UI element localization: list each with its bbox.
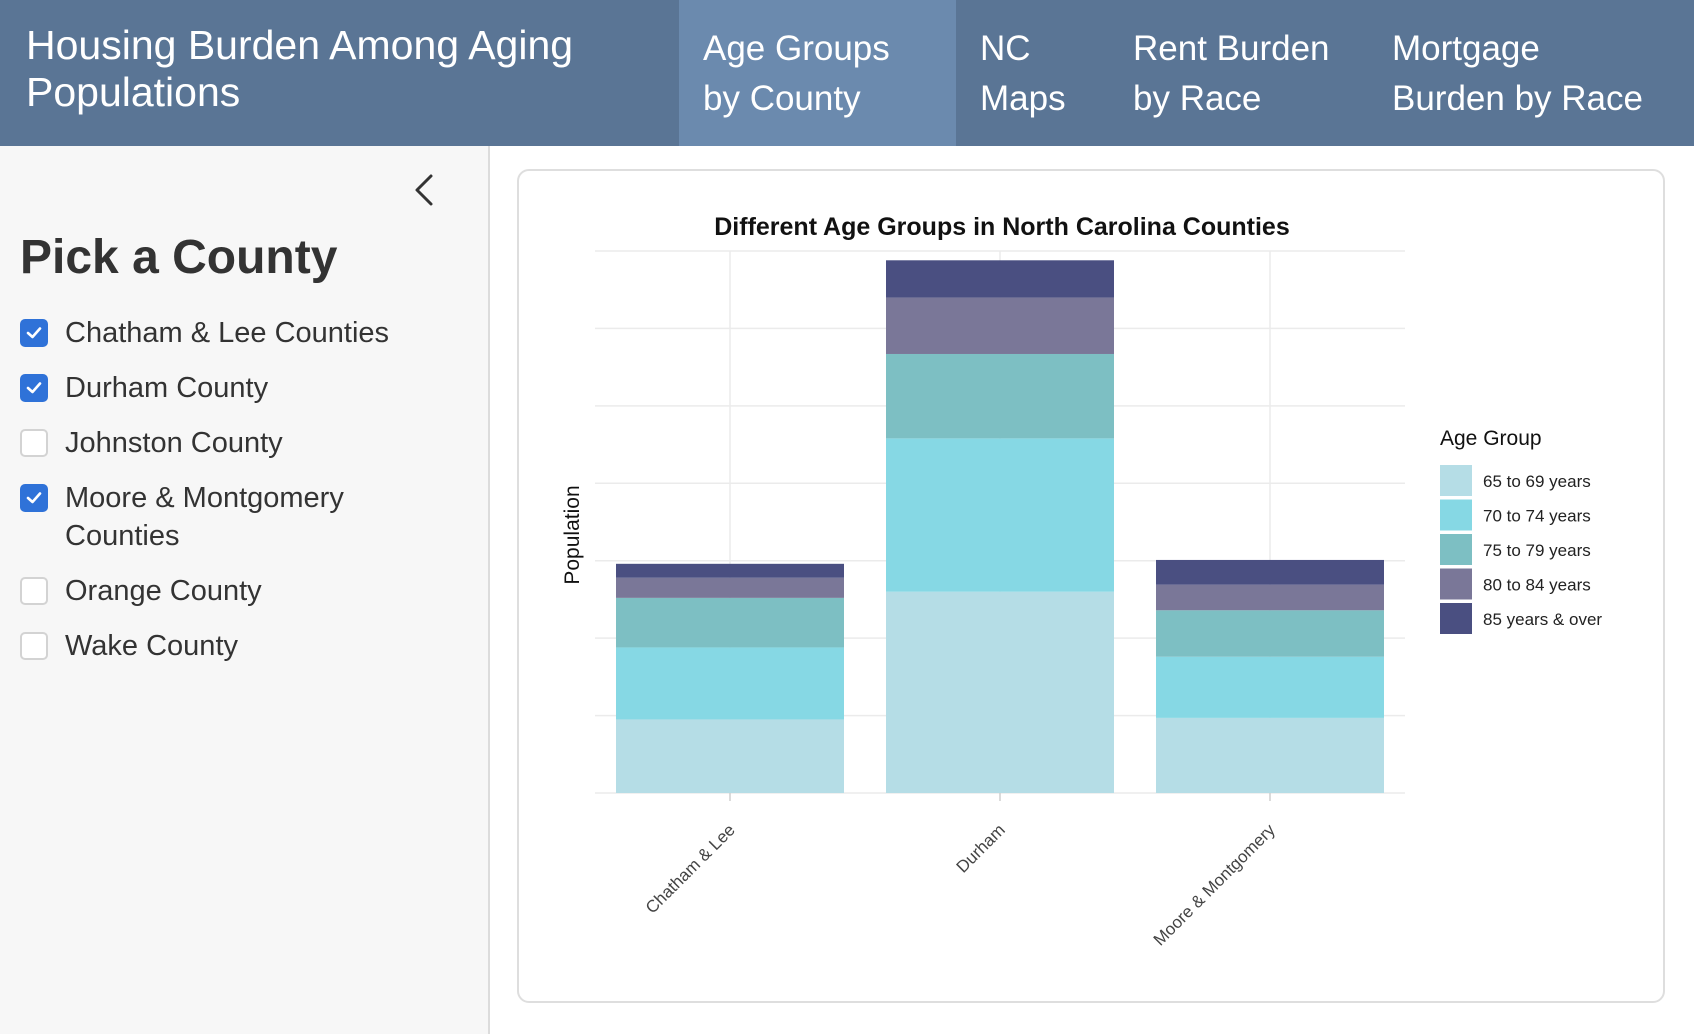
check-icon (26, 327, 42, 339)
county-option-chatham-lee[interactable]: Chatham & Lee Counties (20, 314, 460, 352)
checkbox[interactable] (20, 429, 48, 457)
county-option-johnston[interactable]: Johnston County (20, 424, 460, 462)
county-checkbox-group: Chatham & Lee Counties Durham County Joh… (20, 314, 460, 682)
county-option-label: Johnston County (65, 427, 283, 459)
bar-segment[interactable] (616, 577, 844, 598)
app-title: Housing Burden Among Aging Populations (26, 22, 574, 115)
x-tick-label: Durham (953, 820, 1009, 876)
x-tick-label: Moore & Montgomery (1150, 820, 1279, 949)
bar-segment[interactable] (616, 563, 844, 578)
stacked-bar-chart: Different Age Groups in North Carolina C… (561, 213, 1602, 949)
legend-label: 70 to 74 years (1483, 507, 1591, 526)
county-option-label: Durham County (65, 372, 269, 404)
county-option-label: Wake County (65, 630, 238, 662)
county-option-label: Chatham & Lee Counties (65, 317, 390, 349)
bar-segment[interactable] (886, 591, 1114, 793)
legend-label: 80 to 84 years (1483, 576, 1591, 595)
legend-swatch (1440, 603, 1472, 634)
bar-segment[interactable] (886, 297, 1114, 354)
check-icon (26, 492, 42, 504)
bar-segment[interactable] (1156, 656, 1384, 718)
legend-swatch (1440, 465, 1472, 496)
navbar: Housing Burden Among Aging Populations A… (0, 0, 1694, 146)
tab-age-groups-by-county[interactable]: Age Groups by County (679, 0, 956, 146)
bar-segment[interactable] (1156, 584, 1384, 611)
county-option-durham[interactable]: Durham County (20, 369, 460, 407)
sidebar: Pick a County Chatham & Lee Counties Dur… (0, 146, 490, 1034)
chart-legend: Age Group 65 to 69 years 70 to 74 years 75… (1440, 427, 1602, 634)
bar-segment[interactable] (616, 647, 844, 720)
legend-label: 65 to 69 years (1483, 472, 1591, 491)
tab-rent-burden-by-race[interactable]: Rent Burden by Race (1133, 29, 1330, 118)
check-icon (26, 382, 42, 394)
county-option-wake[interactable]: Wake County (20, 627, 460, 665)
chevron-left-icon (415, 174, 433, 206)
legend-swatch (1440, 499, 1472, 531)
bar-segment[interactable] (616, 597, 844, 648)
legend-swatch (1440, 568, 1472, 600)
bar-segment[interactable] (1156, 559, 1384, 585)
bar-segment[interactable] (886, 353, 1114, 439)
checkbox[interactable] (20, 632, 48, 660)
bar-segment[interactable] (616, 719, 844, 793)
checkbox[interactable] (20, 319, 48, 347)
bar-segment[interactable] (886, 438, 1114, 592)
legend-label: 75 to 79 years (1483, 541, 1591, 560)
y-axis-label: Population (561, 485, 584, 584)
chart-title: Different Age Groups in North Carolina C… (714, 213, 1290, 241)
bar-segment[interactable] (886, 260, 1114, 298)
sidebar-collapse-button[interactable] (408, 172, 444, 208)
county-option-orange[interactable]: Orange County (20, 572, 460, 610)
checkbox[interactable] (20, 577, 48, 605)
county-option-label: Moore & Montgomery Counties (65, 482, 344, 552)
legend-title: Age Group (1440, 427, 1542, 450)
chart-card: Different Age Groups in North Carolina C… (517, 169, 1665, 1003)
tab-mortgage-burden-by-race[interactable]: Mortgage Burden by Race (1392, 29, 1643, 118)
checkbox[interactable] (20, 374, 48, 402)
bar-segment[interactable] (1156, 610, 1384, 657)
bar-segment[interactable] (1156, 717, 1384, 793)
legend-swatch (1440, 534, 1472, 565)
county-option-moore-montgomery[interactable]: Moore & Montgomery Counties (20, 479, 460, 555)
tab-nc-maps[interactable]: NC Maps (980, 29, 1066, 118)
county-option-label: Orange County (65, 575, 262, 607)
sidebar-title: Pick a County (20, 231, 338, 284)
legend-label: 85 years & over (1483, 610, 1602, 629)
checkbox[interactable] (20, 484, 48, 512)
x-tick-label: Chatham & Lee (642, 820, 739, 917)
